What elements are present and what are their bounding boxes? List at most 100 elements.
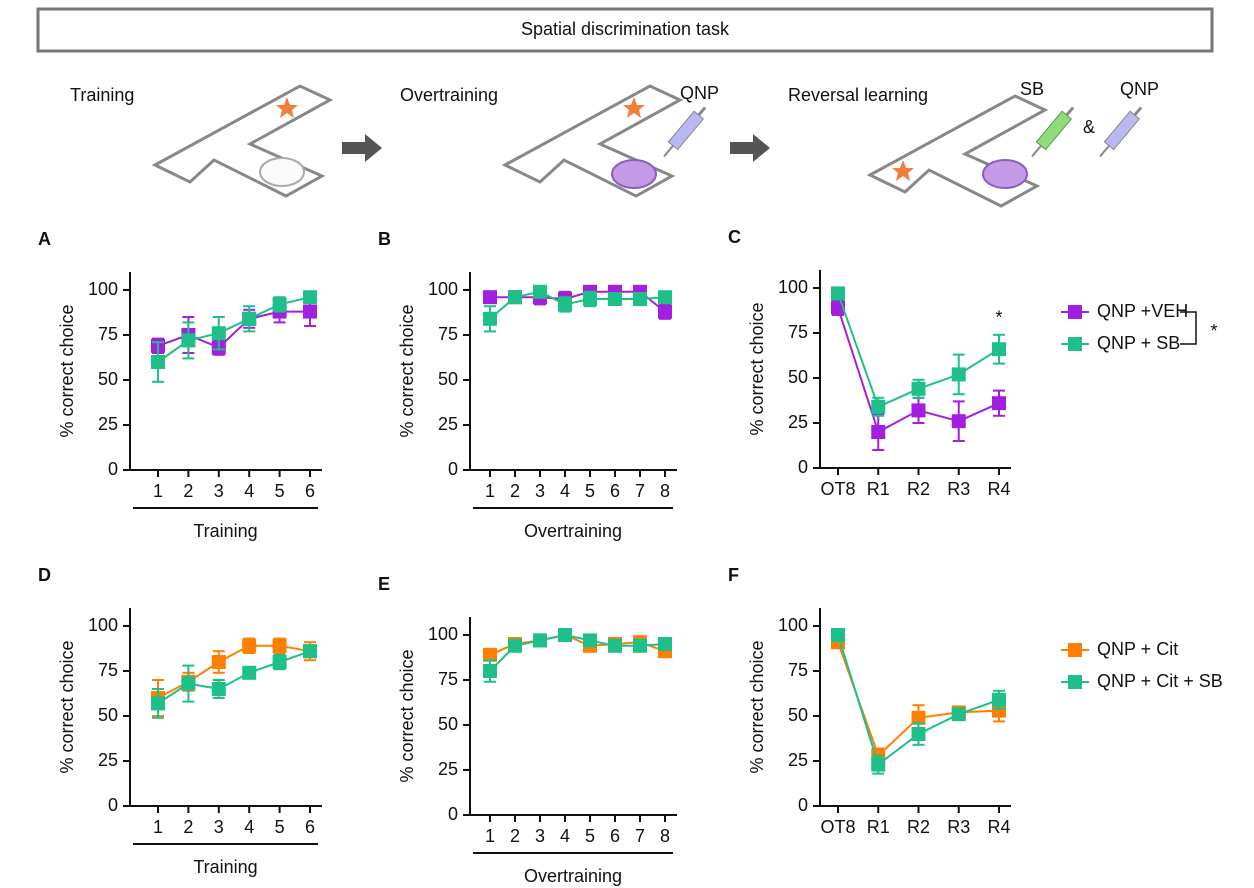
- marker: [912, 382, 926, 396]
- marker: [583, 633, 597, 647]
- figure: Spatial discrimination task Training Ove…: [0, 0, 1254, 888]
- y-tick-label: 25: [98, 414, 118, 434]
- x-tick-label: R1: [867, 479, 890, 499]
- marker: [831, 628, 845, 642]
- y-tick-label: 75: [788, 660, 808, 680]
- x-tick-label: R4: [987, 479, 1010, 499]
- x-tick-label: R1: [867, 817, 890, 837]
- marker: [658, 637, 672, 651]
- maze: [870, 96, 1045, 206]
- y-tick-label: 75: [438, 669, 458, 689]
- y-tick-label: 0: [798, 457, 808, 477]
- marker: [212, 655, 226, 669]
- panel-letter: E: [378, 574, 390, 594]
- x-tick-label: 6: [305, 817, 315, 837]
- marker: [633, 292, 647, 306]
- arrow: [342, 134, 382, 162]
- stage-training: Training: [70, 85, 330, 196]
- y-tick-label: 100: [778, 615, 808, 635]
- marker: [952, 414, 966, 428]
- marker: [608, 639, 622, 653]
- x-tick-label: R4: [987, 817, 1010, 837]
- x-axis-label: Overtraining: [524, 521, 622, 541]
- y-tick-label: 100: [778, 277, 808, 297]
- y-tick-label: 50: [788, 705, 808, 725]
- y-tick-label: 100: [428, 624, 458, 644]
- marker: [303, 305, 317, 319]
- marker: [912, 727, 926, 741]
- arrow: [730, 134, 770, 162]
- x-tick-label: 3: [214, 817, 224, 837]
- marker: [608, 292, 622, 306]
- x-tick-label: 4: [560, 826, 570, 846]
- y-tick-label: 50: [98, 705, 118, 725]
- y-tick-label: 50: [98, 369, 118, 389]
- y-tick-label: 0: [448, 459, 458, 479]
- mouse: [260, 158, 304, 186]
- marker: [633, 639, 647, 653]
- x-tick-label: 3: [214, 481, 224, 501]
- marker: [242, 639, 256, 653]
- x-tick-label: 5: [585, 826, 595, 846]
- y-tick-label: 50: [438, 369, 458, 389]
- marker: [871, 400, 885, 414]
- y-tick-label: 25: [98, 750, 118, 770]
- x-tick-label: 2: [510, 481, 520, 501]
- y-tick-label: 100: [88, 279, 118, 299]
- marker: [273, 639, 287, 653]
- marker: [242, 312, 256, 326]
- x-tick-label: OT8: [820, 479, 855, 499]
- legend-marker: [1068, 643, 1082, 657]
- y-tick-label: 100: [88, 615, 118, 635]
- series-line: [158, 297, 310, 362]
- y-axis-label: % correct choice: [57, 640, 77, 773]
- marker: [658, 290, 672, 304]
- stage-overtraining: Overtraining QNP: [400, 83, 719, 196]
- x-tick-label: 4: [244, 817, 254, 837]
- marker: [508, 639, 522, 653]
- x-tick-label: 5: [275, 481, 285, 501]
- x-tick-label: 1: [153, 481, 163, 501]
- x-axis-label: Training: [193, 857, 257, 877]
- marker: [483, 312, 497, 326]
- legend-annotation: *: [1210, 321, 1217, 341]
- legend-marker: [1068, 675, 1082, 689]
- x-tick-label: 4: [560, 481, 570, 501]
- schematic-title: Spatial discrimination task: [521, 19, 730, 39]
- series-line: [158, 312, 310, 348]
- x-tick-label: R2: [907, 817, 930, 837]
- x-tick-label: 3: [535, 481, 545, 501]
- marker: [952, 707, 966, 721]
- marker: [871, 758, 885, 772]
- y-tick-label: 75: [788, 322, 808, 342]
- legend-label: QNP + Cit: [1097, 639, 1178, 659]
- marker: [992, 396, 1006, 410]
- x-tick-label: 2: [183, 481, 193, 501]
- y-tick-label: 50: [788, 367, 808, 387]
- marker: [992, 693, 1006, 707]
- drug-label: QNP: [1120, 79, 1159, 99]
- marker: [952, 367, 966, 381]
- series-line: [158, 646, 310, 698]
- x-tick-label: 1: [485, 826, 495, 846]
- y-axis-label: % correct choice: [57, 304, 77, 437]
- x-tick-label: 4: [244, 481, 254, 501]
- syringe: [1095, 104, 1145, 161]
- x-tick-label: 5: [585, 481, 595, 501]
- marker: [181, 677, 195, 691]
- x-tick-label: 2: [183, 817, 193, 837]
- stage-reversal: Reversal learning SB & QNP: [788, 79, 1159, 206]
- y-tick-label: 75: [98, 324, 118, 344]
- marker: [558, 297, 572, 311]
- marker: [871, 425, 885, 439]
- marker: [483, 664, 497, 678]
- marker: [273, 655, 287, 669]
- marker: [508, 290, 522, 304]
- y-tick-label: 25: [438, 759, 458, 779]
- stage-label: Training: [70, 85, 134, 105]
- x-tick-label: 8: [660, 826, 670, 846]
- marker: [242, 666, 256, 680]
- annotation: *: [995, 308, 1002, 328]
- x-tick-label: R2: [907, 479, 930, 499]
- y-axis-label: % correct choice: [747, 302, 767, 435]
